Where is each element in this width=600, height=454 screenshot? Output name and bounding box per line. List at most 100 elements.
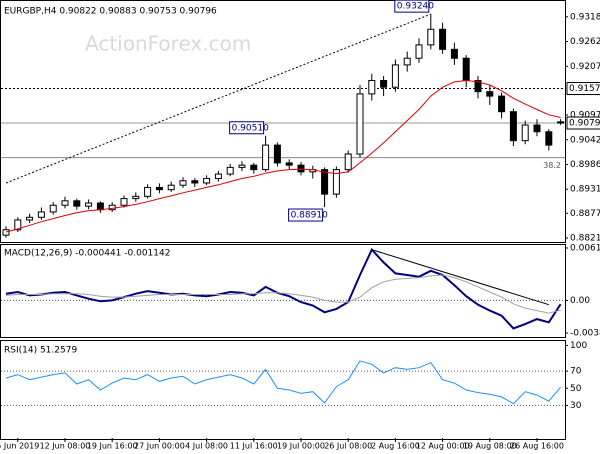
candle-body xyxy=(297,164,305,173)
candle-body xyxy=(73,200,81,207)
price-tag xyxy=(566,82,600,96)
annotation-label: 0.90510 xyxy=(232,123,269,133)
watermark: ActionForex.com xyxy=(85,32,251,56)
x-tick-label: 19 Aug 08:00 xyxy=(463,442,517,451)
x-tick-label: 27 Jun 00:00 xyxy=(134,442,185,451)
trendline xyxy=(5,13,431,184)
candle-body xyxy=(155,186,163,191)
annotation-label: 0.88910 xyxy=(291,211,328,221)
candle-body xyxy=(521,124,529,142)
trendline xyxy=(371,249,549,306)
x-tick-label: 5 Jun 2019 xyxy=(0,442,39,451)
candle-body xyxy=(344,153,352,171)
candle-body xyxy=(49,204,57,213)
price-tag-label: 0.90796 xyxy=(569,119,600,129)
candle-body xyxy=(132,195,140,200)
x-tick-label: 12 Aug 00:00 xyxy=(416,442,470,451)
candle-body xyxy=(439,28,447,50)
candle-body xyxy=(2,229,10,236)
candle-body xyxy=(26,216,34,221)
series-line xyxy=(5,247,562,330)
x-tick-label: 11 Jul 16:00 xyxy=(230,442,278,451)
y-tick-label: 0.88215 xyxy=(570,233,600,243)
candle-body xyxy=(96,202,104,211)
annotation-box xyxy=(229,121,265,135)
y-tick-label: -0.003851 xyxy=(570,329,600,339)
candle-body xyxy=(509,111,517,142)
candle-body xyxy=(403,57,411,66)
candle-body xyxy=(450,48,458,59)
panel-title: MACD(12,26,9) -0.000441 -0.001142 xyxy=(4,249,170,259)
y-tick-label: 0.92625 xyxy=(570,37,600,47)
candle-body xyxy=(486,91,494,97)
y-tick-label: 0.00 xyxy=(570,296,590,306)
x-tick-label: 26 Jul 08:00 xyxy=(324,442,372,451)
series-line xyxy=(5,274,561,314)
candle-body xyxy=(285,162,293,166)
candle-body xyxy=(462,57,470,82)
candle-body xyxy=(238,164,246,168)
macd-frame xyxy=(0,244,566,338)
candle-body xyxy=(380,80,388,88)
candle-body xyxy=(167,184,175,191)
x-tick-label: 19 Jun 16:00 xyxy=(87,442,138,451)
rsi-frame xyxy=(0,340,566,440)
candle-body xyxy=(250,164,258,171)
x-tick-label: 26 Aug 16:00 xyxy=(510,442,564,451)
candle-body xyxy=(120,198,128,206)
candle-body xyxy=(427,28,435,46)
x-tick-label: 4 Jul 08:00 xyxy=(185,442,228,451)
candle-body xyxy=(498,95,506,113)
price-frame xyxy=(0,0,566,243)
candle-body xyxy=(262,144,270,171)
candle-body xyxy=(226,166,234,175)
candle-body xyxy=(14,219,22,231)
candle-body xyxy=(545,131,553,146)
candle-body xyxy=(533,124,541,133)
candle-body xyxy=(179,180,187,186)
x-tick-label: 12 Jun 08:00 xyxy=(40,442,91,451)
y-tick-label: 30 xyxy=(570,401,582,411)
candle-body xyxy=(321,169,329,195)
candle-body xyxy=(332,169,340,195)
candle-body xyxy=(273,144,281,164)
y-tick-label: 100 xyxy=(570,341,587,351)
y-tick-label: 0.89865 xyxy=(570,160,600,170)
candle-body xyxy=(214,173,222,180)
y-tick-label: 50 xyxy=(570,384,582,394)
candle-body xyxy=(356,93,364,155)
x-tick-label: 2 Aug 16:00 xyxy=(371,442,420,451)
y-tick-label: 0.006195 xyxy=(570,244,600,254)
series-line xyxy=(5,360,561,405)
candle-body xyxy=(557,121,565,124)
fibo-label: 38.2 xyxy=(543,161,561,170)
annotation-label: 0.93240 xyxy=(397,2,434,12)
annotation-box xyxy=(394,0,430,13)
candle-body xyxy=(203,178,211,184)
panel-title: RSI(14) 51.2579 xyxy=(4,346,77,356)
candle-body xyxy=(61,200,69,206)
candle-body xyxy=(191,180,199,184)
moving-average xyxy=(5,79,561,233)
candle-body xyxy=(368,80,376,95)
x-tick-label: 19 Jul 00:00 xyxy=(277,442,325,451)
candle-body xyxy=(85,202,93,207)
panel-title: EURGBP,H4 0.90822 0.90883 0.90753 0.9079… xyxy=(4,7,217,17)
candle-body xyxy=(474,80,482,93)
y-tick-label: 70 xyxy=(570,367,582,377)
candle-body xyxy=(391,64,399,88)
candle-body xyxy=(37,211,45,218)
y-tick-label: 0.90975 xyxy=(570,111,600,121)
candle-body xyxy=(144,186,152,197)
candle-body xyxy=(415,44,423,59)
annotation-box xyxy=(288,208,324,222)
